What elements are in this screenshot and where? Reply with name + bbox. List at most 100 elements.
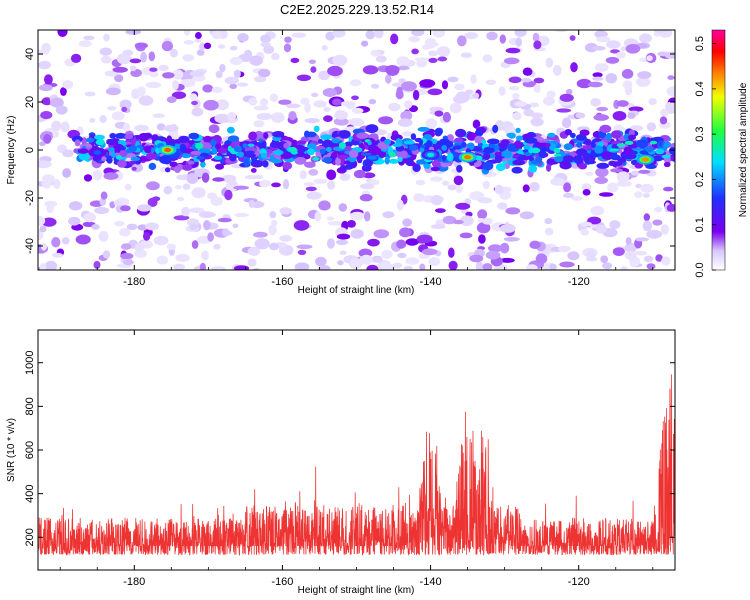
heatmap-cell [370,50,381,57]
heatmap-cell [474,129,484,137]
heatmap-cell [637,71,652,79]
heatmap-cell [243,49,253,59]
heatmap-cell [580,221,592,227]
heatmap-cell [594,30,608,39]
heatmap-cell [388,102,401,112]
heatmap-cell [508,132,516,139]
heatmap-cell [173,215,190,221]
heatmap-cell [293,220,310,231]
heatmap-cell [499,242,510,254]
heatmap-cell [146,181,160,191]
heatmap-cell [253,231,268,238]
heatmap-cell [508,76,522,84]
heatmap-cell [200,161,206,168]
heatmap-cell [434,128,443,137]
heatmap-cell [397,118,413,127]
heatmap-cell [485,250,501,260]
heatmap-cell [570,132,576,139]
heatmap-cell [44,260,58,270]
heatmap-cell [646,263,656,270]
heatmap-cell [405,157,414,166]
heatmap-cell [587,216,602,225]
heatmap-cell [396,56,410,67]
heatmap-cell [332,30,346,38]
heatmap-cell [515,127,521,133]
x-tick-label: -120 [568,276,590,288]
heatmap-cell [475,261,484,270]
heatmap-cell [436,46,451,57]
heatmap-cell [245,153,257,158]
colorbar-ticks: 0.0 0.1 0.2 0.3 0.4 0.5 [694,36,716,278]
heatmap-cell [477,197,493,204]
heatmap-cell [498,86,506,96]
heatmap-cell [229,152,237,162]
heatmap-cell [94,206,110,215]
heatmap-cell [576,78,592,89]
heatmap-cell [123,259,134,266]
heatmap-cell [586,249,596,260]
heatmap-cell [368,98,377,105]
heatmap-cell [612,247,625,256]
heatmap-cell [364,211,371,222]
heatmap-cell [296,140,307,145]
heatmap-cell [62,149,74,158]
heatmap-cell [263,132,269,139]
heatmap-cell [655,148,665,155]
heatmap-cell [349,258,362,269]
heatmap-cell [229,83,237,90]
heatmap-cell [581,183,592,191]
heatmap-cell [430,195,443,206]
heatmap-cell [453,175,464,186]
heatmap-cell [152,196,161,202]
heatmap-x-ticks: -180 -160 -140 -120 [59,30,654,288]
heatmap-cell [349,79,362,87]
heatmap-cell [254,75,267,83]
heatmap-cell [470,74,477,84]
heatmap-cell [119,99,132,110]
heatmap-cell [516,149,525,155]
heatmap-cell [53,178,61,190]
heatmap-cell [448,247,455,258]
heatmap-cell [549,263,557,270]
heatmap-cell [38,160,52,169]
heatmap-cell [482,217,493,225]
heatmap-cell [494,154,503,163]
heatmap-cell [377,263,391,270]
heatmap-cell [478,234,486,244]
heatmap-cell [262,160,269,168]
heatmap-cell [519,211,535,220]
heatmap-cell [506,143,516,151]
heatmap-cell [145,81,162,89]
heatmap-cell [327,221,344,226]
heatmap-cell [392,262,403,269]
heatmap-cell [227,126,235,134]
heatmap-cell [546,90,556,99]
heatmap-cell [294,157,307,165]
heatmap-cell [515,135,524,141]
heatmap-cell [384,156,390,165]
heatmap-cell [505,207,521,215]
heatmap-cell [482,180,490,190]
heatmap-cell [153,235,169,246]
heatmap-cell [284,36,292,43]
heatmap-cell [412,89,420,101]
heatmap-cell [525,264,538,270]
heatmap-cell [57,30,68,37]
heatmap-cell [578,163,587,170]
heatmap-cell [116,53,132,65]
heatmap-cell [668,147,675,155]
heatmap-cell [186,173,199,184]
heatmap-cell [138,132,149,142]
heatmap-cell [573,155,584,164]
heatmap-cell [120,205,131,212]
heatmap-cell [590,205,605,216]
heatmap-cell [530,117,544,127]
heatmap-cell [400,110,413,121]
heatmap-cell [237,33,249,42]
heatmap-cell [410,133,417,141]
heatmap-cell [636,139,649,149]
heatmap-cell [643,193,650,198]
heatmap-cell [52,252,63,258]
heatmap-cell [427,152,435,157]
x-tick-label: -180 [123,276,145,288]
